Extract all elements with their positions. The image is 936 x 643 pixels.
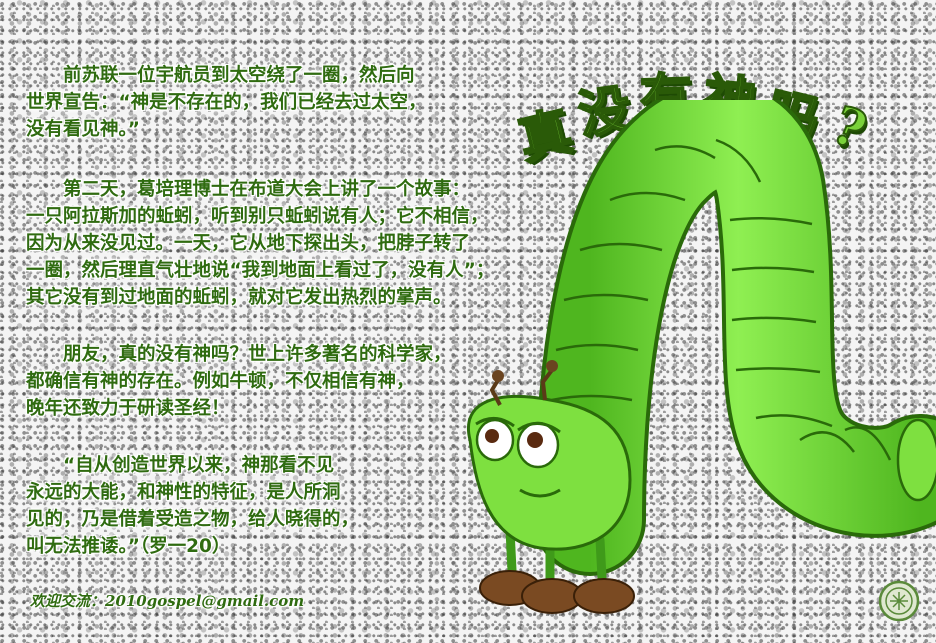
paragraph-line: 一圈，然后理直气壮地说“我到地面上看过了，没有人”； <box>26 260 495 281</box>
paragraph-line: 因为从来没见过。一天，它从地下探出头，把脖子转了 <box>26 233 471 254</box>
paragraph-line: 晚年还致力于研读圣经！ <box>26 398 230 419</box>
paragraph-scientists: 朋友，真的没有神吗？世上许多著名的科学家， 都确信有神的存在。例如牛顿，不仅相信… <box>26 341 452 422</box>
paragraph-line: “自从创造世界以来，神那看不见 <box>26 455 335 476</box>
round-emblem-icon <box>878 580 920 622</box>
paragraph-line: 前苏联一位宇航员到太空绕了一圈，然后向 <box>26 65 415 86</box>
paragraph-astronaut: 前苏联一位宇航员到太空绕了一圈，然后向 世界宣告：“神是不存在的，我们已经去过太… <box>26 62 427 143</box>
paragraph-line: 第二天，葛培理博士在布道大会上讲了一个故事： <box>26 179 471 200</box>
paragraph-line: 其它没有到过地面的蚯蚓，就对它发出热烈的掌声。 <box>26 287 452 308</box>
body-segments <box>551 138 892 461</box>
paragraph-line: 永远的大能，和神性的特征，是人所洞 <box>26 482 341 503</box>
paragraph-line: 没有看见神。” <box>26 119 140 140</box>
paragraph-line: 见的，乃是借着受造之物，给人晓得的， <box>26 509 360 530</box>
paragraph-line: 都确信有神的存在。例如牛顿，不仅相信有神， <box>26 371 415 392</box>
worm-illustration <box>467 100 936 614</box>
paragraph-line: 叫无法推诿。”（罗一20） <box>26 536 231 557</box>
paragraph-line: 一只阿拉斯加的蚯蚓，听到别只蚯蚓说有人；它不相信， <box>26 206 489 227</box>
paragraph-line: 世界宣告：“神是不存在的，我们已经去过太空， <box>26 92 427 113</box>
contact-footer: 欢迎交流：2010gospel@gmail.com <box>30 592 305 610</box>
worm-head <box>467 360 632 551</box>
paragraph-line: 朋友，真的没有神吗？世上许多著名的科学家， <box>26 344 452 365</box>
paragraph-worm-story: 第二天，葛培理博士在布道大会上讲了一个故事： 一只阿拉斯加的蚯蚓，听到别只蚯蚓说… <box>26 176 494 311</box>
paragraph-scripture-quote: “自从创造世界以来，神那看不见 永远的大能，和神性的特征，是人所洞 见的，乃是借… <box>26 452 359 560</box>
